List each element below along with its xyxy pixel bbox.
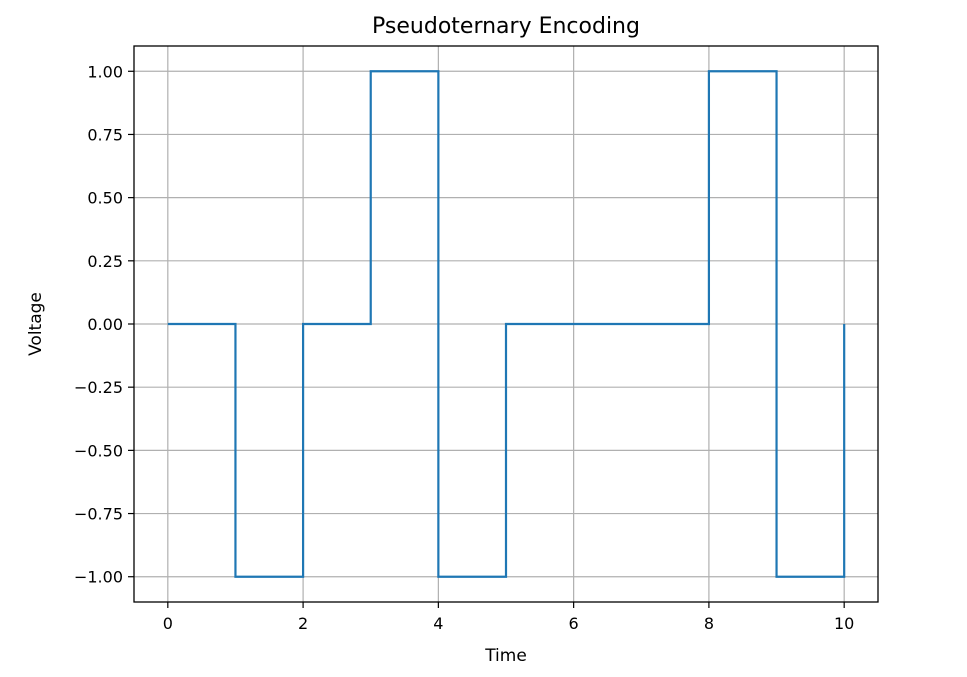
x-tick-label: 4 — [433, 614, 443, 633]
y-tick-label: −0.50 — [74, 441, 123, 460]
y-tick-label: −0.75 — [74, 505, 123, 524]
y-tick-label: 0.50 — [87, 189, 123, 208]
series-layer — [167, 70, 846, 578]
y-tick-label: 0.25 — [87, 252, 123, 271]
x-axis-title: Time — [484, 646, 527, 666]
y-axis-title: Voltage — [26, 292, 46, 356]
chart-title: Pseudoternary Encoding — [372, 14, 640, 39]
series-line — [167, 70, 846, 578]
y-tick-label: 0.75 — [87, 125, 123, 144]
x-tick-label: 0 — [163, 614, 173, 633]
y-tick-label: −0.25 — [74, 378, 123, 397]
y-tick-label: 1.00 — [87, 62, 123, 81]
y-axis: 1.00 0.75 0.50 0.25 0.00 −0.25 −0.50 −0.75 −1.00 — [74, 62, 134, 587]
y-tick-label: 0.00 — [87, 315, 123, 334]
x-axis: 0 2 4 6 8 10 — [163, 602, 854, 633]
x-tick-label: 2 — [298, 614, 308, 633]
y-tick-label: −1.00 — [74, 568, 123, 587]
x-tick-label: 8 — [704, 614, 714, 633]
x-tick-label: 10 — [834, 614, 854, 633]
x-tick-label: 6 — [569, 614, 579, 633]
